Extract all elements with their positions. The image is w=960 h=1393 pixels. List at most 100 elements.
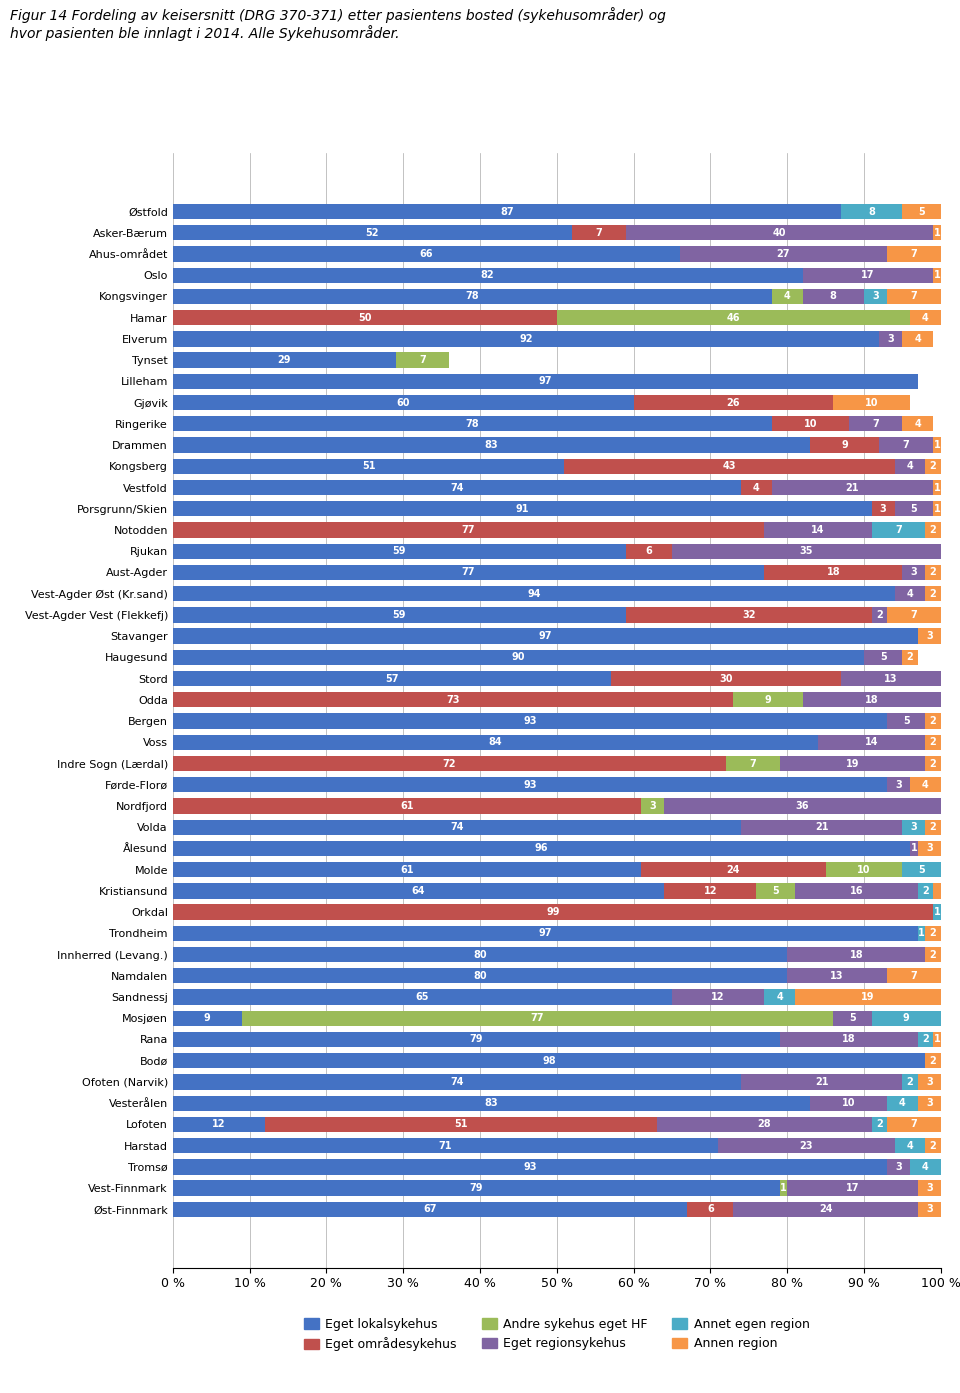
Bar (173, 628, 918, 644)
Text: 2: 2 (929, 737, 937, 747)
Bar (841, 203, 902, 219)
Bar (173, 968, 787, 983)
Bar (173, 543, 626, 559)
Text: 17: 17 (846, 1183, 859, 1192)
Text: 1: 1 (910, 843, 918, 854)
Text: 2: 2 (906, 652, 914, 662)
Bar (918, 1095, 941, 1110)
Text: 36: 36 (796, 801, 809, 811)
Text: 40: 40 (773, 228, 786, 238)
Text: 8: 8 (868, 206, 876, 216)
Text: 83: 83 (485, 440, 498, 450)
Bar (741, 1074, 902, 1089)
Bar (626, 543, 672, 559)
Text: 77: 77 (531, 1013, 544, 1024)
Text: 3: 3 (925, 843, 933, 854)
Text: 18: 18 (842, 1035, 855, 1045)
Bar (173, 926, 918, 942)
Bar (173, 841, 910, 857)
Text: 91: 91 (516, 504, 529, 514)
Bar (925, 522, 941, 538)
Text: 8: 8 (829, 291, 837, 301)
Text: 93: 93 (523, 780, 537, 790)
Bar (173, 1159, 887, 1174)
Text: 74: 74 (450, 482, 464, 493)
Bar (173, 756, 726, 772)
Text: 28: 28 (757, 1120, 771, 1130)
Text: 3: 3 (910, 567, 918, 578)
Text: 1: 1 (933, 482, 941, 493)
Bar (887, 288, 941, 304)
Text: 78: 78 (466, 291, 479, 301)
Bar (910, 311, 941, 326)
Bar (718, 1138, 895, 1153)
Text: 10: 10 (804, 419, 817, 429)
Bar (733, 1202, 918, 1217)
Text: 5: 5 (772, 886, 780, 896)
Text: 2: 2 (929, 928, 937, 939)
Bar (933, 883, 956, 898)
Text: 12: 12 (711, 992, 725, 1002)
Text: 13: 13 (884, 674, 898, 684)
Bar (933, 501, 941, 517)
Text: 21: 21 (815, 1077, 828, 1087)
Text: 32: 32 (742, 610, 756, 620)
Bar (887, 1117, 941, 1133)
Text: 79: 79 (469, 1035, 483, 1045)
Text: 2: 2 (929, 461, 937, 471)
Bar (872, 501, 895, 517)
Text: 19: 19 (846, 759, 859, 769)
Bar (611, 671, 841, 687)
Bar (396, 352, 449, 368)
Bar (933, 1032, 941, 1048)
Bar (173, 226, 572, 241)
Text: 99: 99 (546, 907, 560, 917)
Text: 18: 18 (850, 950, 863, 960)
Bar (925, 734, 941, 749)
Text: 4: 4 (753, 482, 760, 493)
Text: 7: 7 (749, 759, 756, 769)
Text: 10: 10 (857, 865, 871, 875)
Bar (641, 862, 826, 878)
Text: 10: 10 (865, 397, 878, 408)
Text: 1: 1 (933, 907, 941, 917)
Text: 1: 1 (933, 1035, 941, 1045)
Text: 90: 90 (512, 652, 525, 662)
Text: 2: 2 (929, 589, 937, 599)
Bar (173, 586, 895, 602)
Bar (173, 1010, 242, 1025)
Text: 4: 4 (922, 312, 929, 323)
Bar (849, 417, 902, 432)
Bar (173, 989, 672, 1004)
Text: 13: 13 (830, 971, 844, 981)
Bar (887, 968, 941, 983)
Bar (887, 713, 925, 729)
Text: 83: 83 (485, 1098, 498, 1109)
Text: 79: 79 (469, 1183, 483, 1192)
Text: 5: 5 (879, 652, 887, 662)
Bar (925, 564, 941, 579)
Bar (803, 288, 864, 304)
Bar (173, 904, 933, 919)
Bar (887, 247, 941, 262)
Text: 2: 2 (929, 950, 937, 960)
Text: 3: 3 (649, 801, 657, 811)
Text: 93: 93 (523, 716, 537, 726)
Text: 12: 12 (212, 1120, 226, 1130)
Bar (173, 288, 772, 304)
Bar (918, 1202, 941, 1217)
Text: 7: 7 (910, 610, 918, 620)
Bar (557, 311, 910, 326)
Text: 5: 5 (918, 865, 925, 875)
Text: 1: 1 (933, 270, 941, 280)
Text: 4: 4 (906, 589, 914, 599)
Bar (787, 1180, 918, 1195)
Text: 7: 7 (895, 525, 902, 535)
Text: 80: 80 (473, 971, 487, 981)
Text: 7: 7 (902, 440, 910, 450)
Text: 10: 10 (842, 1098, 855, 1109)
Bar (173, 883, 664, 898)
Legend: Eget lokalsykehus, Eget områdesykehus, Andre sykehus eget HF, Eget regionsykehus: Eget lokalsykehus, Eget områdesykehus, A… (299, 1312, 815, 1357)
Text: 74: 74 (450, 822, 464, 832)
Bar (173, 671, 611, 687)
